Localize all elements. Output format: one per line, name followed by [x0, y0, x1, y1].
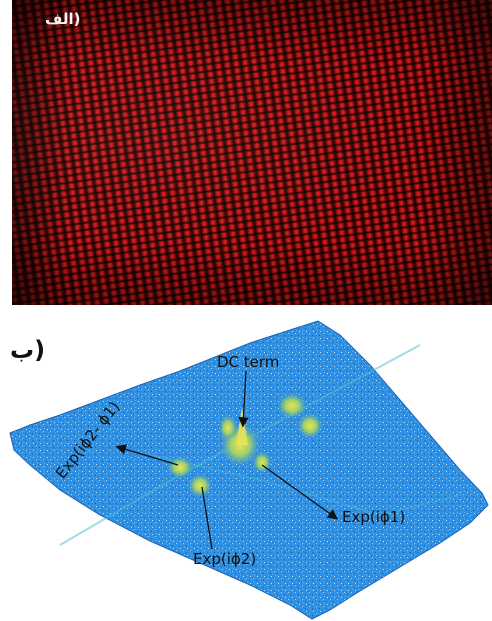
peak-dc-secondary [218, 411, 238, 439]
peak-phi1 [252, 448, 272, 472]
arrow-phi1 [261, 464, 339, 520]
arrow-phi2 [201, 486, 213, 550]
arrow-dc [238, 370, 249, 428]
fourier-spectrum-panel: DC term Exp(iϕ2- ϕ1) Exp(iϕ1) Exp(iϕ2) [0, 305, 492, 621]
peak-right-lower [296, 409, 324, 437]
panel-a-label: (الف [45, 10, 81, 28]
annotation-dc-term: DC term [217, 353, 280, 371]
annotation-exp-phi1: Exp(iϕ1) [342, 508, 406, 526]
arrow-phi21 [115, 444, 179, 466]
peak-right-upper [276, 389, 308, 417]
annotation-exp-phi2: Exp(iϕ2) [193, 550, 257, 568]
peak-phi2 [187, 470, 213, 496]
peak-phi21 [166, 453, 194, 477]
panel-b-label: (ب [10, 336, 46, 364]
spectrum-surface-plot [9, 320, 489, 620]
spectrum-surface [9, 320, 489, 620]
fringe-pattern-image: (الف [12, 0, 492, 305]
